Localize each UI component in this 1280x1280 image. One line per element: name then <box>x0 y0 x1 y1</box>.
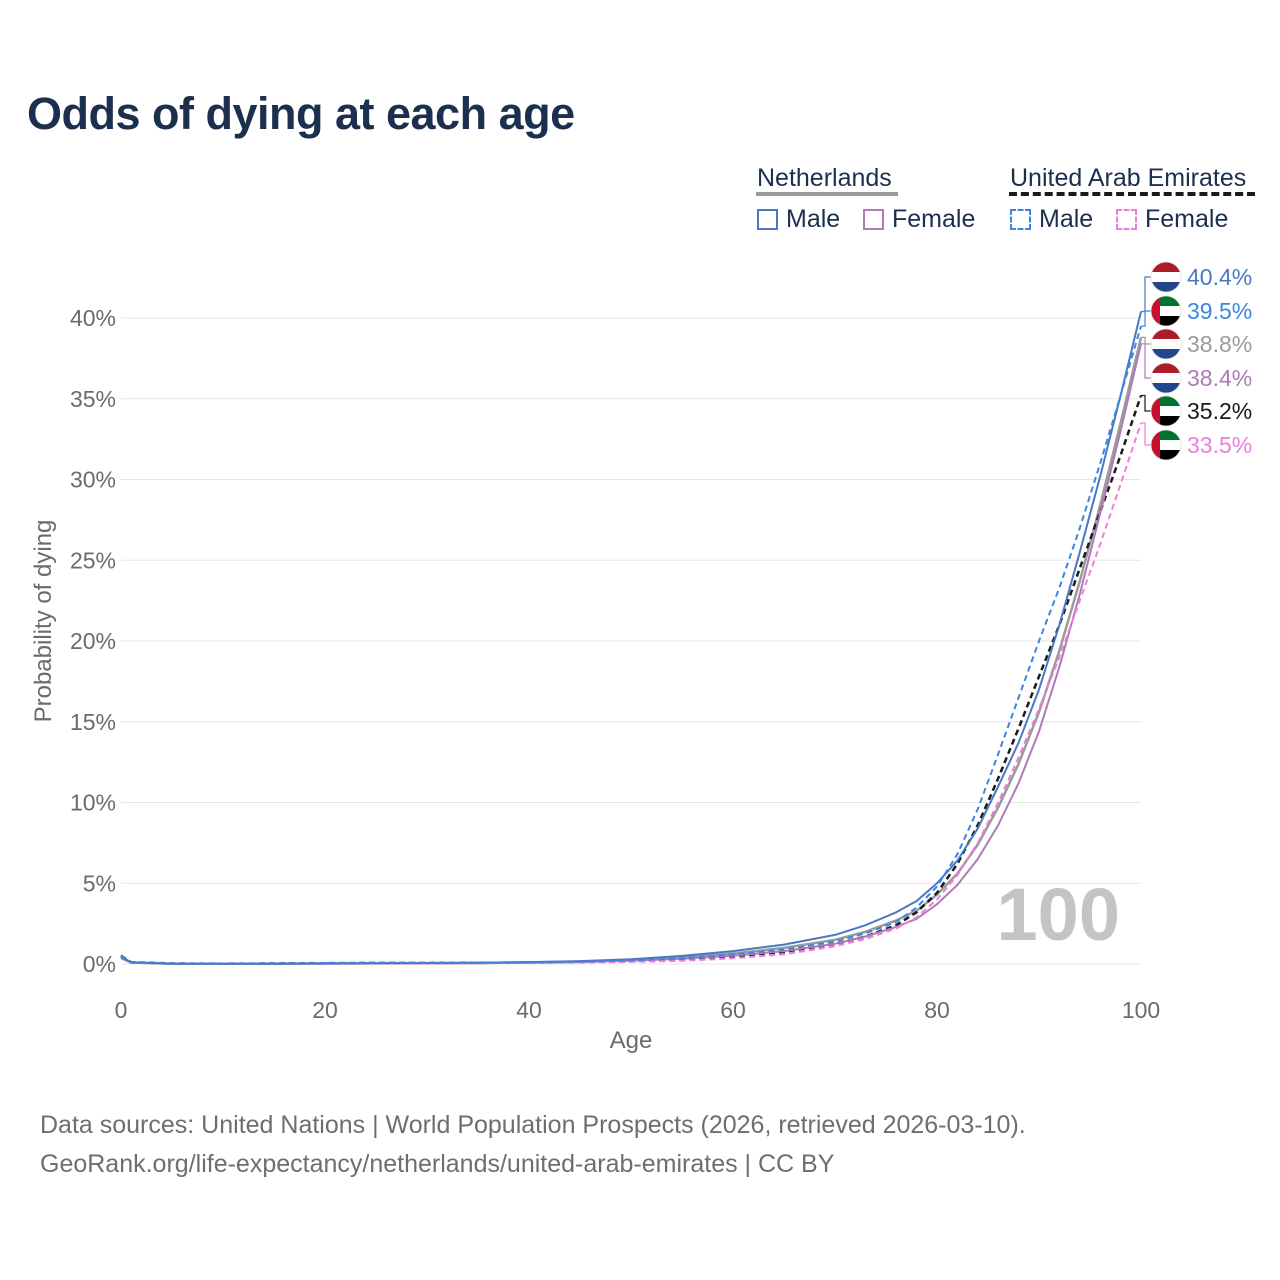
legend-label: Male <box>786 205 841 233</box>
end-value-label-uae-male: 39.5% <box>1187 298 1252 324</box>
uae-flag-icon <box>1150 395 1182 427</box>
uae-flag-icon <box>1150 429 1182 461</box>
end-value-label-nl-male: 40.4% <box>1187 264 1252 290</box>
x-axis-title: Age <box>610 1027 653 1054</box>
series-line-nl-total[interactable] <box>120 337 1143 966</box>
legend-swatch-nl-male <box>757 209 778 230</box>
legend-uae-title: United Arab Emirates <box>1010 164 1247 192</box>
x-tick-label: 20 <box>312 997 338 1023</box>
y-tick-label: 40% <box>70 305 116 331</box>
legend-label: Female <box>1145 205 1229 233</box>
legend-netherlands-female[interactable]: Female <box>863 205 975 234</box>
series-line-nl-female[interactable] <box>120 343 1142 965</box>
end-label-connector <box>1141 422 1151 446</box>
y-tick-label: 10% <box>70 790 116 816</box>
legend-uae-female[interactable]: Female <box>1116 205 1228 234</box>
netherlands-flag-icon <box>1150 328 1182 360</box>
end-label-connector <box>1141 343 1151 379</box>
y-tick-label: 25% <box>70 547 116 573</box>
x-tick-label: 40 <box>516 997 542 1023</box>
y-tick-label: 35% <box>70 386 116 412</box>
legend-swatch-nl-female <box>863 209 884 230</box>
legend-label: Male <box>1039 205 1094 233</box>
legend-uae-line <box>1009 192 1255 196</box>
legend-netherlands-title: Netherlands <box>757 164 892 192</box>
y-tick-label: 15% <box>70 709 116 735</box>
legend-uae-male[interactable]: Male <box>1010 205 1093 234</box>
y-tick-label: 20% <box>70 628 116 654</box>
sources-line-1: Data sources: United Nations | World Pop… <box>40 1111 1026 1139</box>
sources-line-2[interactable]: GeoRank.org/life-expectancy/netherlands/… <box>40 1150 835 1178</box>
y-tick-label: 5% <box>83 870 116 896</box>
end-label-connector <box>1141 276 1151 313</box>
series-line-uae-female[interactable] <box>120 422 1142 965</box>
series-line-nl-male[interactable] <box>120 311 1142 965</box>
x-tick-label: 100 <box>1122 997 1160 1023</box>
x-tick-label: 0 <box>115 997 128 1023</box>
end-value-label-nl-total: 38.8% <box>1187 331 1252 357</box>
legend-netherlands-male[interactable]: Male <box>757 205 840 234</box>
netherlands-flag-icon <box>1150 362 1182 394</box>
chart-title: Odds of dying at each age <box>27 88 575 139</box>
uae-flag-icon <box>1150 295 1182 327</box>
series-line-uae-male[interactable] <box>120 325 1142 965</box>
end-value-label-nl-female: 38.4% <box>1187 365 1252 391</box>
data-sources: Data sources: United Nations | World Pop… <box>40 1106 1026 1184</box>
end-value-label-uae-total: 35.2% <box>1187 398 1252 424</box>
netherlands-flag-icon <box>1150 261 1182 293</box>
end-value-label-uae-female: 33.5% <box>1187 432 1252 458</box>
year-watermark: 100 <box>997 873 1120 956</box>
end-label-connector <box>1141 394 1151 412</box>
x-tick-label: 60 <box>720 997 746 1023</box>
legend-swatch-uae-female <box>1116 209 1137 230</box>
x-tick-label: 80 <box>924 997 950 1023</box>
series-line-uae-total[interactable] <box>120 395 1143 965</box>
legend-label: Female <box>892 205 976 233</box>
end-label-connector <box>1141 310 1151 327</box>
y-tick-label: 30% <box>70 467 116 493</box>
y-tick-label: 0% <box>83 951 116 977</box>
legend-netherlands-line <box>756 192 898 196</box>
y-axis-title: Probability of dying <box>30 520 57 723</box>
legend-swatch-uae-male <box>1010 209 1031 230</box>
end-label-connector <box>1141 336 1151 345</box>
